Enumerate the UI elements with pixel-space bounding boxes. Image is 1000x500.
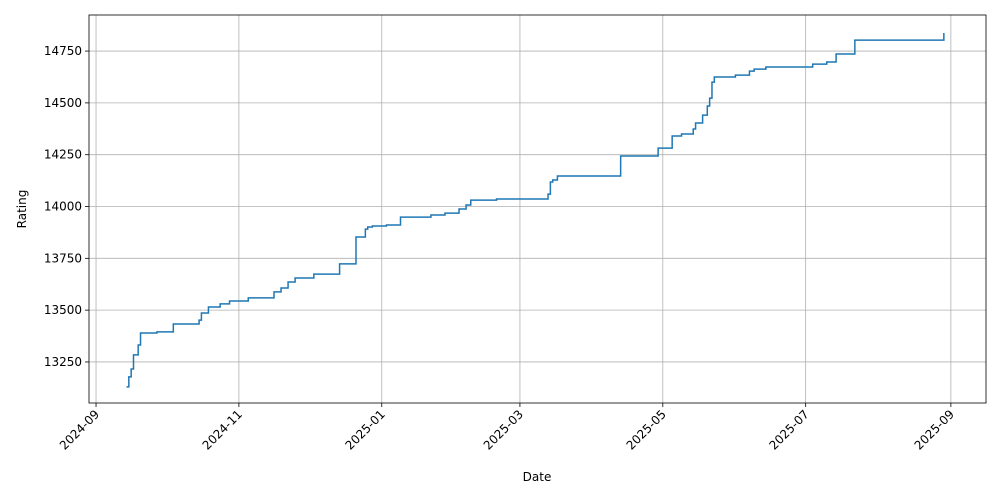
x-tick-label: 2025-07	[766, 407, 811, 452]
x-axis-label: Date	[523, 470, 552, 484]
y-axis-label: Rating	[15, 190, 29, 229]
plot-frame	[88, 14, 987, 404]
x-tick-label: 2024-09	[57, 407, 102, 452]
y-tick-label: 14500	[44, 96, 82, 110]
x-tick-label: 2024-11	[200, 407, 245, 452]
y-tick-label: 13250	[44, 355, 82, 369]
y-tick-label: 14250	[44, 148, 82, 162]
y-tick-label: 13750	[44, 251, 82, 265]
y-tick-label: 13500	[44, 303, 82, 317]
x-tick-label: 2025-09	[912, 407, 957, 452]
x-tick-label: 2025-03	[481, 407, 526, 452]
y-tick-label: 14750	[44, 44, 82, 58]
x-tick-label: 2025-01	[343, 407, 388, 452]
x-tick-label: 2025-05	[624, 407, 669, 452]
y-tick-label: 14000	[44, 200, 82, 214]
rating-line	[126, 33, 945, 388]
